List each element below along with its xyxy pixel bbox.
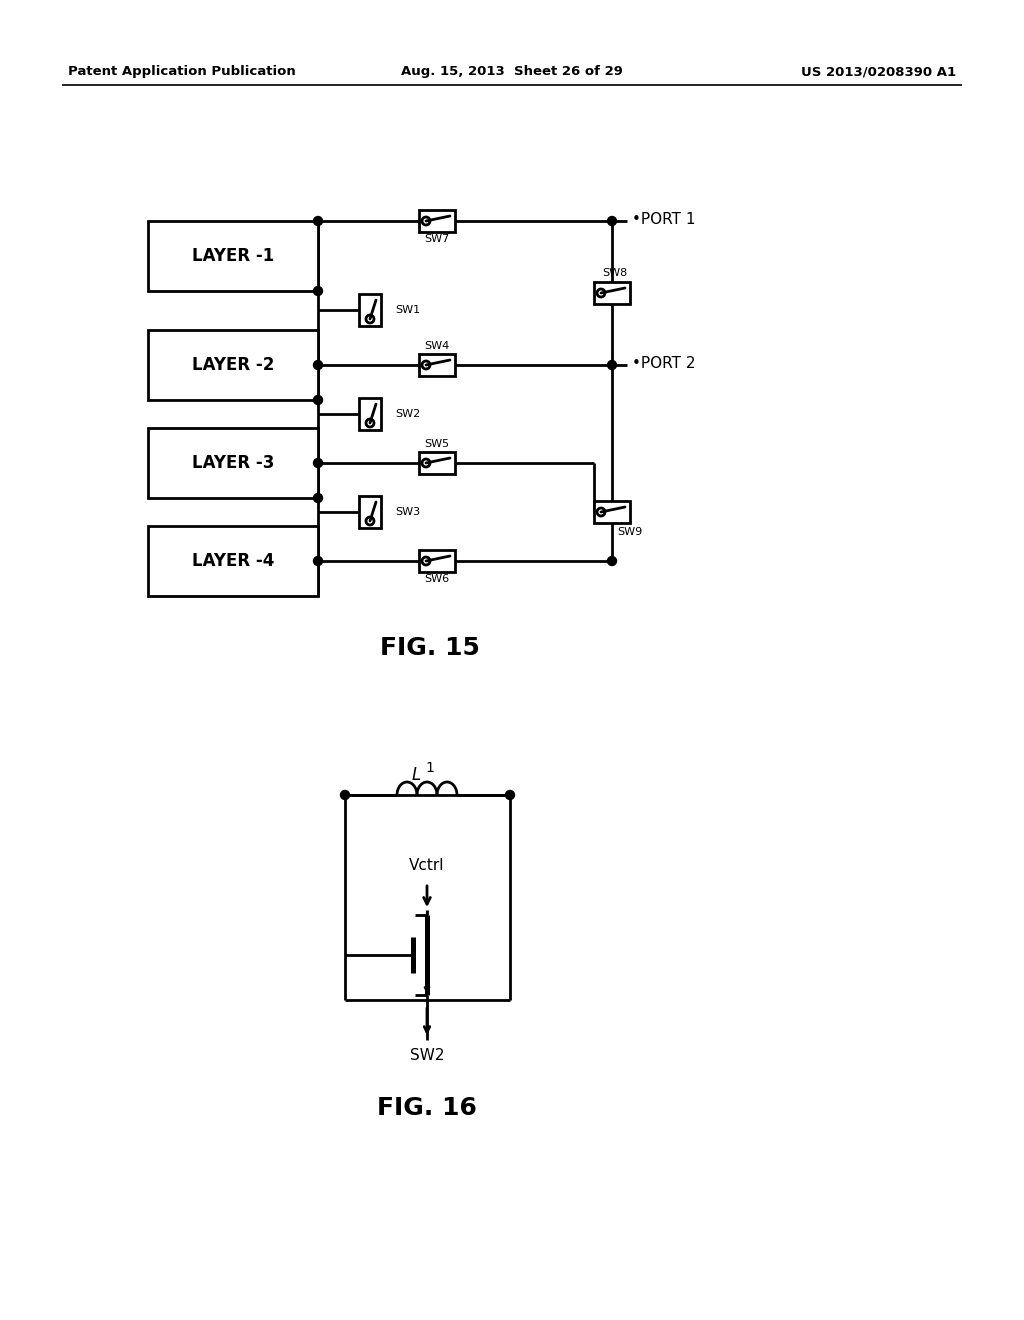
Bar [419,550,455,572]
Circle shape [607,360,616,370]
Circle shape [341,791,349,800]
Circle shape [313,458,323,467]
Text: SW2: SW2 [395,409,420,418]
Bar [419,451,455,474]
Bar [419,354,455,376]
Circle shape [366,315,374,323]
Text: $\mathit{L}$: $\mathit{L}$ [411,766,421,784]
Bar [148,428,318,498]
Bar [594,282,630,304]
Circle shape [597,508,605,516]
Circle shape [607,557,616,565]
Text: LAYER -2: LAYER -2 [191,356,274,374]
Bar [148,330,318,400]
Text: •PORT 2: •PORT 2 [632,356,695,371]
Bar [359,294,381,326]
Circle shape [422,360,430,370]
Text: 1: 1 [425,762,434,775]
Text: SW1: SW1 [395,305,420,315]
Text: LAYER -1: LAYER -1 [191,247,274,265]
Text: LAYER -3: LAYER -3 [191,454,274,473]
Text: SW5: SW5 [424,440,450,449]
Circle shape [422,216,430,224]
Circle shape [366,517,374,525]
Text: LAYER -4: LAYER -4 [191,552,274,570]
Circle shape [597,289,605,297]
Text: US 2013/0208390 A1: US 2013/0208390 A1 [801,66,956,78]
Circle shape [313,360,323,370]
Bar [148,220,318,290]
Text: SW7: SW7 [424,234,450,244]
Circle shape [422,557,430,565]
Circle shape [313,494,323,503]
Bar [148,525,318,597]
Bar [359,496,381,528]
Text: FIG. 16: FIG. 16 [377,1096,477,1119]
Text: SW3: SW3 [395,507,420,517]
Bar [359,399,381,430]
Circle shape [607,216,616,226]
Circle shape [422,459,430,467]
Text: SW9: SW9 [617,527,642,537]
Text: SW8: SW8 [602,268,628,279]
Circle shape [313,557,323,565]
Bar [594,502,630,523]
Text: SW2: SW2 [410,1048,444,1064]
Bar [419,210,455,232]
Circle shape [506,791,514,800]
Circle shape [313,216,323,226]
Circle shape [313,396,323,404]
Text: •PORT 1: •PORT 1 [632,213,695,227]
Text: FIG. 15: FIG. 15 [380,636,480,660]
Text: Patent Application Publication: Patent Application Publication [68,66,296,78]
Text: SW6: SW6 [424,574,450,583]
Circle shape [313,286,323,296]
Text: Vctrl: Vctrl [410,858,444,873]
Text: SW4: SW4 [424,341,450,351]
Text: Aug. 15, 2013  Sheet 26 of 29: Aug. 15, 2013 Sheet 26 of 29 [401,66,623,78]
Circle shape [366,418,374,426]
